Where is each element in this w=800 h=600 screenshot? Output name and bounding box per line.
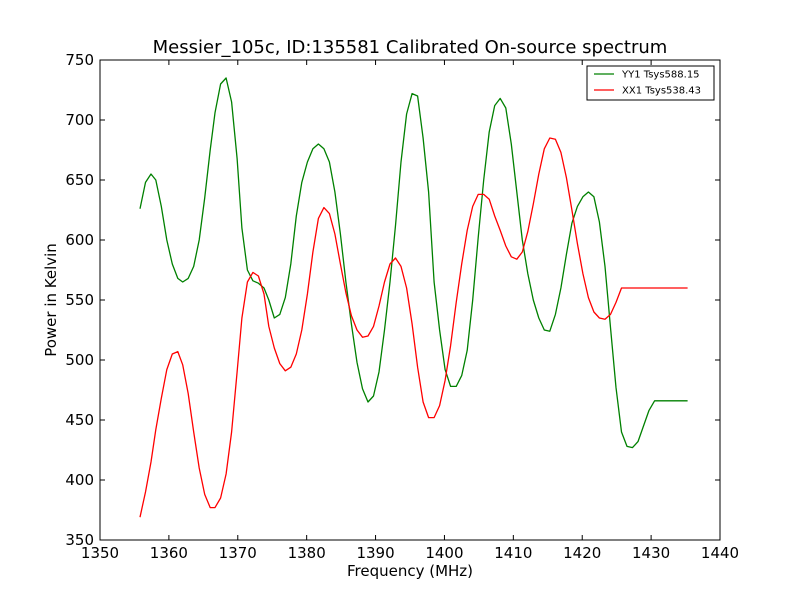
- legend-box: [586, 65, 715, 101]
- series-layer: [139, 77, 688, 518]
- series-line-xx1: [139, 137, 688, 518]
- x-tick-label: 1400: [425, 544, 463, 562]
- y-axis-label: Power in Kelvin: [42, 243, 60, 357]
- y-tick-label: 550: [65, 291, 94, 309]
- plot-frame: [99, 59, 721, 541]
- x-tick-label: 1350: [81, 544, 119, 562]
- plot-background: [100, 60, 720, 540]
- y-tick-label: 350: [65, 531, 94, 549]
- x-tick-label: 1430: [632, 544, 670, 562]
- x-tick-label: 1440: [701, 544, 739, 562]
- y-tick-label: 700: [65, 111, 94, 129]
- y-tick-label: 600: [65, 231, 94, 249]
- y-tick-label: 650: [65, 171, 94, 189]
- x-tick-label: 1380: [288, 544, 326, 562]
- x-tick-label: 1360: [150, 544, 188, 562]
- x-axis-label: Frequency (MHz): [347, 562, 473, 580]
- x-tick-label: 1420: [563, 544, 601, 562]
- series-line-yy1: [139, 77, 688, 449]
- y-tick-label: 500: [65, 351, 94, 369]
- legend-label-yy1: YY1 Tsys588.15: [621, 70, 700, 81]
- y-tick-label: 450: [65, 411, 94, 429]
- x-tick-label: 1390: [356, 544, 394, 562]
- chart-title: Messier_105c, ID:135581 Calibrated On-so…: [153, 37, 668, 58]
- tick-layer: 1350 1360 1370 1380 1390 1400 1410 1420 1430 1440…: [65, 51, 739, 562]
- y-tick-label: 750: [65, 51, 94, 69]
- x-tick-label: 1370: [219, 544, 257, 562]
- y-tick-label: 400: [65, 471, 94, 489]
- x-tick-label: 1410: [494, 544, 532, 562]
- legend-label-xx1: XX1 Tsys538.43: [622, 86, 701, 97]
- plot-area: 1350 1360 1370 1380 1390 1400 1410 1420 1430 1440…: [65, 51, 739, 562]
- legend: YY1 Tsys588.15 XX1 Tsys538.43: [586, 65, 715, 101]
